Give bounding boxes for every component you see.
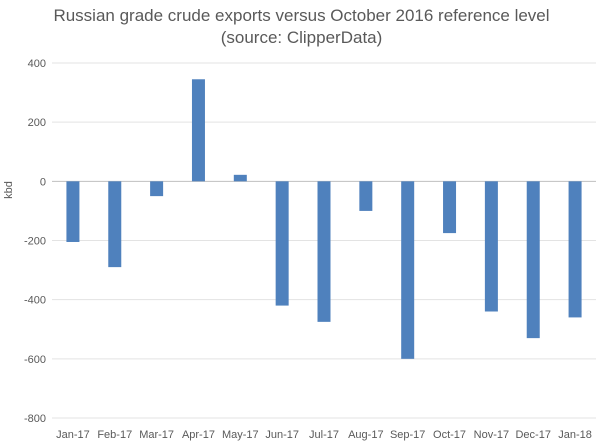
bar bbox=[568, 181, 582, 318]
x-tick-label: Oct-17 bbox=[433, 429, 466, 441]
bar bbox=[66, 181, 80, 242]
bar bbox=[233, 174, 247, 182]
chart-title: Russian grade crude exports versus Octob… bbox=[53, 6, 550, 25]
x-tick-label: Feb-17 bbox=[97, 429, 132, 441]
gridlines bbox=[52, 62, 596, 419]
bar bbox=[443, 181, 457, 234]
y-tick-label: 400 bbox=[28, 58, 46, 70]
bar bbox=[526, 181, 540, 339]
bar bbox=[150, 181, 164, 197]
x-tick-label: Dec-17 bbox=[515, 429, 550, 441]
bar bbox=[275, 181, 289, 306]
bar bbox=[191, 79, 205, 182]
y-axis-label: kbd bbox=[3, 181, 15, 199]
y-tick-label: -800 bbox=[24, 413, 46, 425]
x-tick-label: Sep-17 bbox=[390, 429, 425, 441]
y-axis-ticks: 400 200 0 -200 -400 -600 -800 bbox=[24, 58, 46, 425]
x-tick-label: Jan-17 bbox=[56, 429, 90, 441]
x-tick-label: Jun-17 bbox=[265, 429, 299, 441]
bars bbox=[66, 79, 582, 359]
bar bbox=[359, 181, 373, 211]
x-tick-label: Jan-18 bbox=[558, 429, 592, 441]
y-tick-label: -200 bbox=[24, 236, 46, 248]
x-tick-label: Mar-17 bbox=[139, 429, 174, 441]
x-tick-label: Aug-17 bbox=[348, 429, 383, 441]
bar bbox=[484, 181, 498, 312]
bar bbox=[108, 181, 122, 268]
x-tick-label: Jul-17 bbox=[309, 429, 339, 441]
y-tick-label: -600 bbox=[24, 354, 46, 366]
x-tick-label: Nov-17 bbox=[474, 429, 509, 441]
x-tick-label: Apr-17 bbox=[182, 429, 215, 441]
y-tick-label: -400 bbox=[24, 295, 46, 307]
bar bbox=[317, 181, 331, 322]
y-tick-label: 200 bbox=[28, 117, 46, 129]
bar bbox=[401, 181, 415, 359]
x-tick-label: May-17 bbox=[222, 429, 259, 441]
y-tick-label: 0 bbox=[40, 176, 46, 188]
chart-subtitle: (source: ClipperData) bbox=[220, 28, 383, 47]
x-axis-ticks: Jan-17 Feb-17 Mar-17 Apr-17 May-17 Jun-17 Jul-… bbox=[56, 429, 592, 441]
